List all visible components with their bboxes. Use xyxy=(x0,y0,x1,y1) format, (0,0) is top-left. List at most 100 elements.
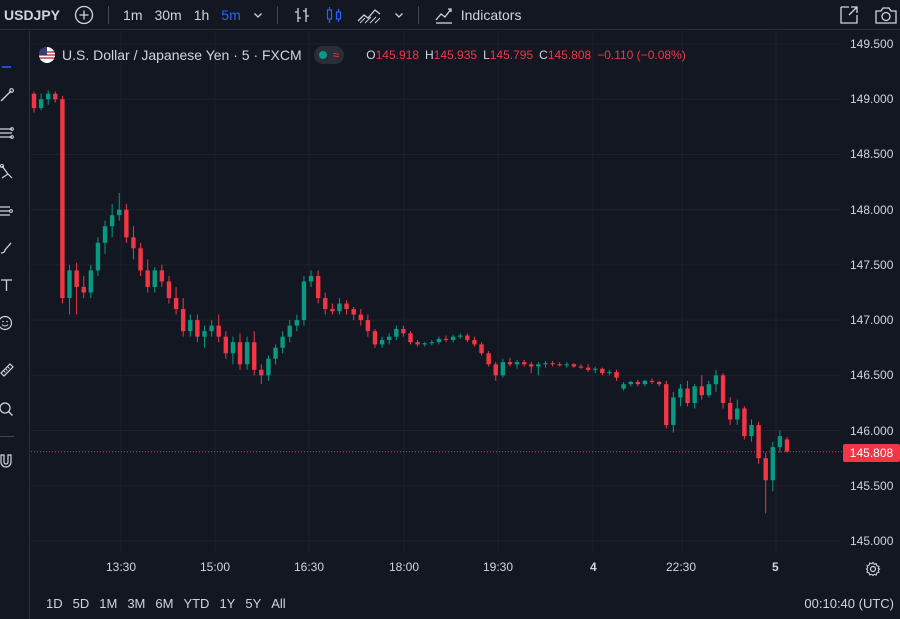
candle-body xyxy=(408,333,413,343)
fullscreen-button[interactable] xyxy=(832,0,866,30)
candle-body xyxy=(280,336,285,348)
expand-icon xyxy=(840,5,858,24)
price-axis-label: 146.500 xyxy=(850,368,894,382)
candle-body xyxy=(209,325,214,332)
range-1y-button[interactable]: 1Y xyxy=(219,596,236,611)
candle-body xyxy=(159,270,165,282)
candle-body xyxy=(294,320,300,326)
candle-body xyxy=(628,381,633,385)
symbol-search-button[interactable]: USDJPY xyxy=(4,6,61,23)
candle-body xyxy=(543,363,548,365)
candle-body xyxy=(173,298,179,310)
candle-body xyxy=(656,381,662,385)
range-5d-button[interactable]: 5D xyxy=(72,596,90,611)
candle-body xyxy=(152,270,157,287)
interval-5m-button[interactable]: 5m xyxy=(221,6,241,23)
candle-body xyxy=(529,364,534,367)
indicators-label: Indicators xyxy=(460,6,522,23)
candle-body xyxy=(536,364,541,367)
price-axis-label: 149.000 xyxy=(850,92,894,106)
candle-body xyxy=(458,335,463,337)
candle-body xyxy=(429,342,435,344)
brush-tool[interactable] xyxy=(0,237,14,257)
area-chart-icon xyxy=(357,8,381,23)
time-axis-label: 13:30 xyxy=(106,560,137,574)
candle-body xyxy=(138,248,143,271)
range-6m-button[interactable]: 6M xyxy=(155,596,174,611)
candle-body xyxy=(415,342,420,345)
candle-body xyxy=(735,408,740,420)
market-status[interactable]: ≈ xyxy=(313,46,345,64)
candle-body xyxy=(230,342,236,354)
interval-dropdown-button[interactable] xyxy=(247,0,269,30)
indicators-button[interactable]: Indicators xyxy=(427,0,528,30)
symbol-title[interactable]: U.S. Dollar / Japanese Yen · 5 · FXCM xyxy=(62,47,302,63)
zoom-tool[interactable] xyxy=(0,399,14,419)
fib-tool[interactable] xyxy=(0,123,14,143)
candle-body xyxy=(770,447,775,481)
candle-body xyxy=(763,458,768,481)
chevron-down-icon xyxy=(394,12,403,18)
utc-clock[interactable]: 00:10:40 (UTC) xyxy=(804,596,894,611)
plus-circle-icon xyxy=(74,5,94,24)
candle-body xyxy=(720,375,726,403)
candle-body xyxy=(699,386,704,396)
candle-body xyxy=(564,364,569,366)
top-toolbar: USDJPY 1m 30m 1h 5m Indicators xyxy=(0,0,900,30)
range-5y-button[interactable]: 5Y xyxy=(245,596,262,611)
candle-body xyxy=(500,362,506,376)
cursor-tool[interactable] xyxy=(0,53,14,73)
candle-body xyxy=(521,362,527,365)
candle-body xyxy=(95,242,101,271)
bars-style-button[interactable] xyxy=(286,0,318,30)
candle-body xyxy=(223,336,229,354)
compare-symbol-button[interactable] xyxy=(68,0,100,30)
area-style-button[interactable] xyxy=(350,0,388,30)
candle-body xyxy=(600,368,605,374)
close-value: 145.808 xyxy=(547,48,592,62)
gear-icon xyxy=(865,561,881,577)
chart-style-dropdown-button[interactable] xyxy=(388,0,410,30)
candle-body xyxy=(642,380,648,385)
candle-body xyxy=(117,209,122,216)
candle-body xyxy=(202,331,207,337)
candle-body xyxy=(550,363,555,365)
text-tool[interactable] xyxy=(0,275,14,295)
range-1d-button[interactable]: 1D xyxy=(46,596,63,611)
close-label: C xyxy=(539,48,548,62)
chart-settings-button[interactable] xyxy=(865,561,881,582)
candle-body xyxy=(180,309,186,332)
candle-body xyxy=(351,309,356,315)
ruler-tool[interactable] xyxy=(0,359,14,379)
interval-1h-button[interactable]: 1h xyxy=(193,6,210,23)
candle-body xyxy=(308,275,314,282)
time-axis-label: 4 xyxy=(590,560,597,574)
interval-1m-button[interactable]: 1m xyxy=(123,6,143,23)
candle-body xyxy=(671,397,676,426)
candle-body xyxy=(53,93,58,100)
range-1m-button[interactable]: 1M xyxy=(99,596,118,611)
market-open-icon xyxy=(318,51,327,59)
range-ytd-button[interactable]: YTD xyxy=(183,596,210,611)
candle-body xyxy=(713,375,719,385)
price-axis-label: 145.500 xyxy=(850,479,894,493)
candle-body xyxy=(571,364,577,367)
time-axis-label: 19:30 xyxy=(483,560,514,574)
screenshot-button[interactable] xyxy=(868,0,900,30)
prediction-tool[interactable] xyxy=(0,201,14,221)
emoji-tool[interactable] xyxy=(0,313,14,333)
interval-30m-button[interactable]: 30m xyxy=(154,6,182,23)
candle-body xyxy=(727,402,733,420)
candle-body xyxy=(358,314,363,321)
trendline-tool[interactable] xyxy=(0,85,14,105)
range-3m-button[interactable]: 3M xyxy=(127,596,146,611)
candle-body xyxy=(450,336,456,340)
range-all-button[interactable]: All xyxy=(271,596,286,611)
toolbar-divider xyxy=(0,436,14,437)
pattern-tool[interactable] xyxy=(0,161,14,181)
brush-icon xyxy=(0,242,12,254)
candle-body xyxy=(664,384,669,426)
candles-style-button[interactable] xyxy=(318,0,350,30)
magnet-tool[interactable] xyxy=(0,451,14,471)
